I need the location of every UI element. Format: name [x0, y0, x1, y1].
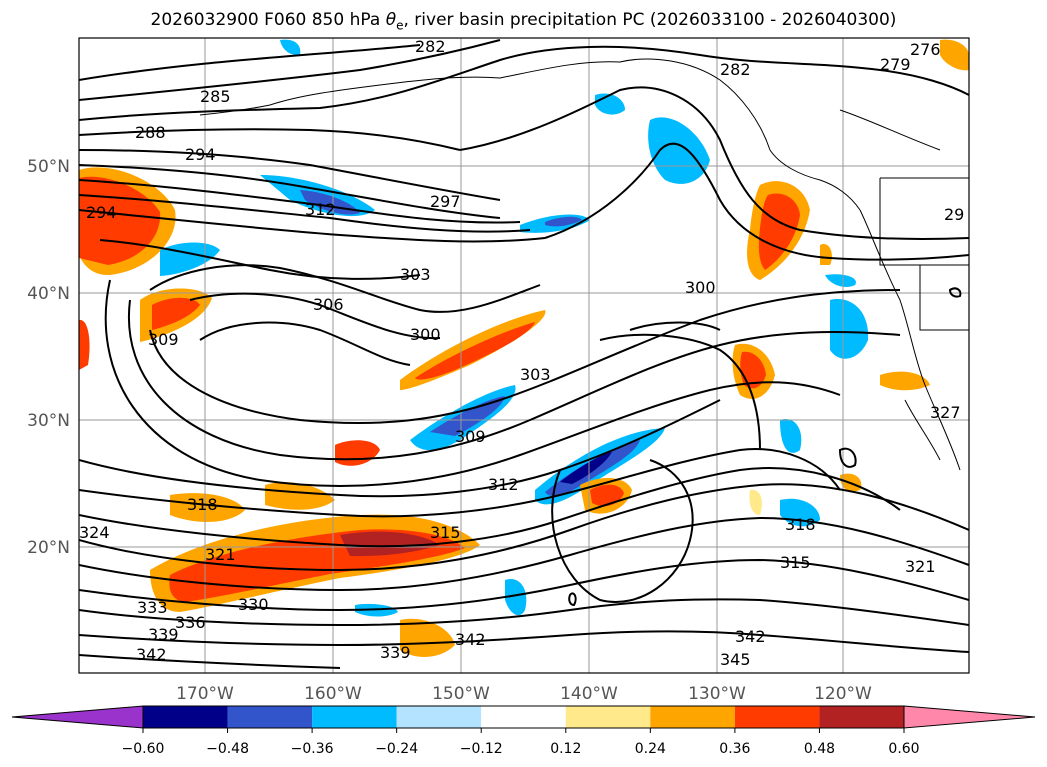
contour-label: 303 [520, 365, 551, 384]
contour-label: 321 [905, 557, 936, 576]
map-frame [78, 37, 970, 674]
contour-label: 294 [86, 203, 117, 222]
graticule [79, 38, 969, 673]
contour-label: 312 [488, 475, 519, 494]
y-tick-label: 50°N [27, 157, 70, 177]
contour-label: 288 [135, 123, 166, 142]
x-tick-label: 170°W [176, 684, 234, 704]
colorbar-extend-high [903, 705, 1036, 729]
colorbar-segment [481, 706, 566, 728]
y-tick-label: 40°N [27, 284, 70, 304]
contour-label: 300 [685, 278, 716, 297]
colorbar-tick-label: −0.24 [375, 741, 418, 757]
contour-label: 315 [430, 523, 461, 542]
contour-label: 276 [910, 40, 941, 59]
contour-label: 29 [944, 205, 964, 224]
contour-label: 303 [400, 265, 431, 284]
contour-label: 309 [455, 427, 486, 446]
colorbar-segment [396, 706, 482, 728]
x-tick-label: 140°W [560, 684, 618, 704]
contour-label: 327 [930, 403, 961, 422]
x-tick-label: 160°W [304, 684, 362, 704]
contour-label: 333 [137, 598, 168, 617]
colorbar-segment [650, 706, 735, 728]
colorbar-tick-label: −0.12 [460, 741, 503, 757]
colorbar-tick-label: 0.60 [888, 741, 919, 757]
contour-label: 279 [880, 55, 911, 74]
contour-label: 342 [136, 645, 167, 664]
x-tick-label: 150°W [432, 684, 490, 704]
y-tick-label: 20°N [27, 538, 70, 558]
contour-label: 339 [380, 643, 411, 662]
colorbar-segment [312, 706, 397, 728]
contour-label: 282 [415, 37, 446, 56]
contour-label: 309 [148, 330, 179, 349]
contour-label: 342 [455, 630, 486, 649]
x-axis-ticks: 170°W 160°W 150°W 140°W 130°W 120°W [176, 684, 872, 704]
contour-labels: 276 279 282 282 285 288 294 294 297 29 3… [79, 37, 964, 669]
contour-label: 306 [313, 295, 344, 314]
contour-label: 285 [200, 87, 231, 106]
colorbar: −0.60 −0.48 −0.36 −0.24 −0.12 0.12 0.24 0.36 0.4… [11, 705, 1036, 757]
colorbar-tick-label: 0.12 [550, 741, 581, 757]
colorbar-extend-low [11, 705, 144, 729]
y-tick-label: 30°N [27, 411, 70, 431]
contour-label: 321 [205, 545, 236, 564]
contour-label: 294 [185, 145, 216, 164]
colorbar-segment [819, 706, 904, 728]
contour-label: 300 [410, 325, 441, 344]
y-axis-ticks: 50°N 40°N 30°N 20°N [27, 157, 70, 558]
colorbar-tick-label: −0.60 [122, 741, 165, 757]
shaded-field [79, 39, 969, 657]
colorbar-segment [734, 706, 820, 728]
contour-label: 330 [238, 595, 269, 614]
colorbar-tick-label: 0.48 [804, 741, 835, 757]
x-tick-label: 130°W [688, 684, 746, 704]
colorbar-tick-label: 0.36 [719, 741, 750, 757]
contour-label: 339 [148, 625, 179, 644]
contour-label: 336 [175, 613, 206, 632]
colorbar-frame [142, 705, 905, 729]
colorbar-tick-label: 0.24 [635, 741, 666, 757]
coastlines [199, 58, 969, 471]
colorbar-tick-label: −0.36 [291, 741, 334, 757]
colorbar-segment [227, 706, 313, 728]
contour-label: 318 [785, 515, 816, 534]
theta-e-contours [79, 39, 969, 669]
x-tick-label: 120°W [814, 684, 872, 704]
colorbar-tick-label: −0.48 [206, 741, 249, 757]
contour-label: 324 [79, 523, 110, 542]
colorbar-segment [143, 706, 228, 728]
contour-label: 345 [720, 650, 751, 669]
contour-label: 315 [780, 553, 811, 572]
contour-label: 312 [305, 200, 336, 219]
map-title: 2026032900 F060 850 hPa θe, river basin … [150, 10, 897, 33]
contour-label: 297 [430, 192, 461, 211]
colorbar-segment [565, 706, 651, 728]
contour-label: 318 [187, 495, 218, 514]
contour-label: 282 [720, 60, 751, 79]
contour-label: 342 [735, 627, 766, 646]
